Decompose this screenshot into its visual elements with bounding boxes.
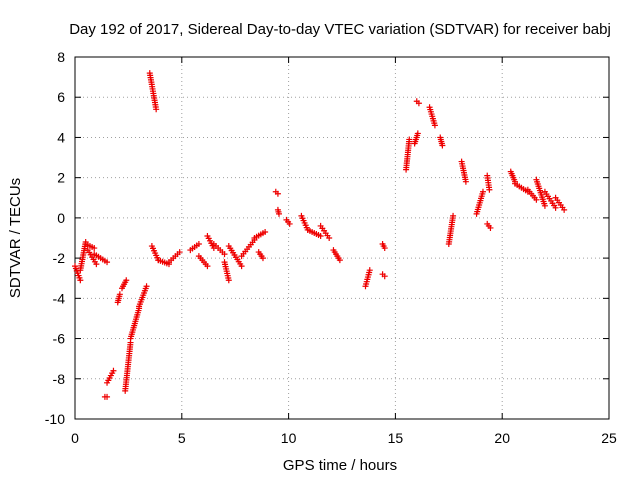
y-tick-label: 6 bbox=[57, 89, 65, 105]
data-point bbox=[462, 178, 469, 185]
y-axis-label: SDTVAR / TECUs bbox=[7, 178, 24, 298]
x-tick-label: 10 bbox=[281, 430, 297, 446]
chart-title: Day 192 of 2017, Sidereal Day-to-day VTE… bbox=[69, 21, 611, 38]
y-tick-label: -4 bbox=[53, 290, 66, 306]
y-tick-label: 2 bbox=[57, 170, 65, 186]
data-point bbox=[487, 224, 494, 231]
y-tick-label: -8 bbox=[53, 371, 66, 387]
x-axis-label: GPS time / hours bbox=[283, 457, 397, 474]
data-point bbox=[259, 255, 266, 262]
x-tick-label: 0 bbox=[71, 430, 79, 446]
data-point bbox=[450, 212, 457, 219]
axis-ticks: 0 5 10 15 20 25 -10 -8 -6 -4 -2 0 2 4 6 8 bbox=[45, 49, 617, 446]
data-point bbox=[116, 291, 123, 298]
data-point bbox=[326, 235, 333, 241]
data-point bbox=[123, 277, 130, 284]
data-point bbox=[176, 249, 183, 256]
data-point bbox=[238, 263, 245, 270]
data-point bbox=[274, 190, 281, 197]
data-points bbox=[72, 70, 568, 400]
x-tick-label: 20 bbox=[494, 430, 510, 446]
data-point bbox=[143, 283, 150, 290]
data-point bbox=[561, 206, 568, 213]
data-point bbox=[486, 186, 493, 193]
data-point bbox=[195, 241, 202, 248]
data-point bbox=[77, 277, 84, 284]
y-tick-label: 0 bbox=[57, 210, 65, 226]
x-tick-label: 15 bbox=[388, 430, 404, 446]
x-tick-label: 5 bbox=[178, 430, 186, 446]
series-babj bbox=[72, 70, 568, 400]
data-point bbox=[286, 220, 293, 227]
data-point bbox=[366, 267, 373, 274]
y-tick-label: -6 bbox=[53, 331, 66, 347]
data-point bbox=[414, 130, 421, 137]
y-tick-label: -2 bbox=[53, 250, 66, 266]
data-point bbox=[552, 204, 559, 211]
data-point bbox=[110, 367, 117, 374]
data-point bbox=[533, 196, 540, 203]
data-point bbox=[406, 136, 413, 143]
data-point bbox=[381, 245, 388, 252]
data-point bbox=[91, 245, 98, 252]
data-point bbox=[104, 393, 111, 400]
data-point bbox=[317, 232, 324, 239]
data-point bbox=[479, 188, 486, 195]
data-point bbox=[104, 259, 111, 266]
data-point bbox=[381, 273, 388, 280]
data-point bbox=[336, 257, 343, 264]
data-point bbox=[415, 100, 422, 107]
data-point bbox=[439, 142, 446, 149]
data-point bbox=[93, 261, 100, 268]
grid-lines bbox=[75, 57, 609, 419]
data-point bbox=[204, 263, 211, 270]
data-point bbox=[275, 210, 282, 217]
data-point bbox=[225, 277, 232, 284]
x-tick-label: 25 bbox=[601, 430, 617, 446]
plot-frame bbox=[74, 56, 610, 420]
data-point bbox=[262, 228, 269, 235]
y-tick-label: -10 bbox=[45, 411, 65, 427]
y-tick-label: 4 bbox=[57, 129, 65, 145]
data-point bbox=[221, 251, 228, 258]
y-tick-label: 8 bbox=[57, 49, 65, 65]
data-point bbox=[431, 122, 438, 129]
data-point bbox=[153, 106, 160, 113]
data-point bbox=[541, 202, 548, 209]
